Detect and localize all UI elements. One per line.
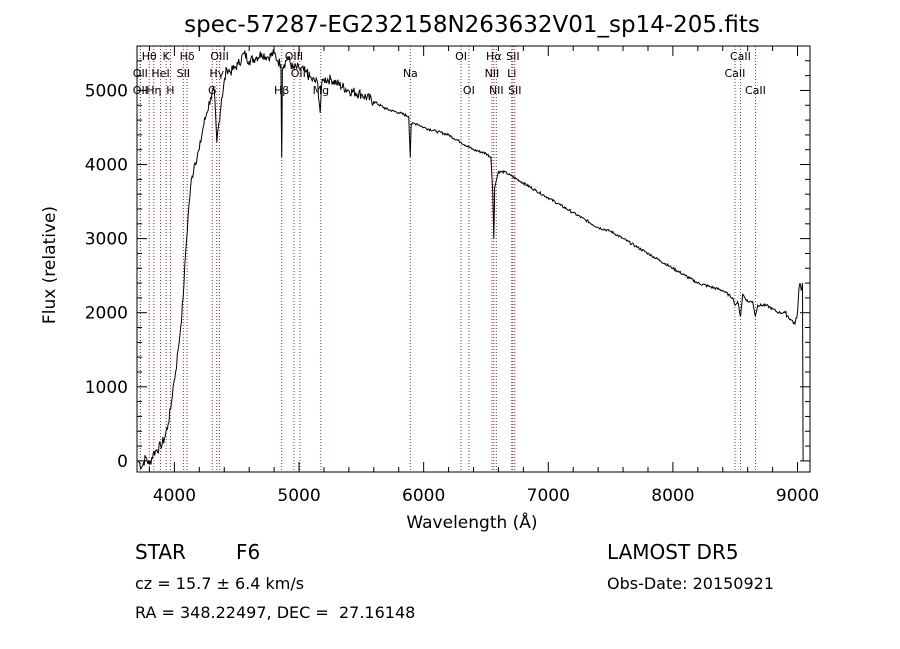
spectral-line-label: H [166, 84, 174, 97]
spectral-line-label: CaII [745, 84, 766, 97]
spectral-line-label: Hγ [209, 67, 224, 80]
x-axis-ticks: 4000 5000 6000 7000 8000 9000 [148, 46, 819, 506]
spectral-line-label: Hη [146, 84, 161, 97]
spectral-line-label: OIII [291, 67, 309, 80]
survey-name: LAMOST DR5 [607, 540, 739, 564]
y-axis-label: Flux (relative) [40, 206, 60, 324]
spectral-line-label: NII [489, 84, 504, 97]
object-class: STAR [135, 540, 186, 564]
y-axis-ticks: 0 1000 2000 3000 4000 5000 [85, 60, 810, 472]
x-tick-label: 6000 [402, 486, 445, 506]
y-tick-label: 2000 [85, 304, 128, 324]
spectral-line-label: SII [508, 84, 521, 97]
spectrum-series-line [137, 49, 804, 469]
spectral-line-label: OIII [210, 50, 228, 63]
y-tick-label: 5000 [85, 81, 128, 101]
spectral-line-label: Hδ [180, 50, 195, 63]
y-tick-label: 0 [117, 452, 128, 472]
spectral-lines-layer [139, 46, 756, 472]
spectral-line-label: CaII [725, 67, 746, 80]
x-tick-label: 8000 [651, 486, 694, 506]
spectral-line-label: K [163, 50, 171, 63]
x-tick-label: 7000 [527, 486, 570, 506]
coordinates: RA = 348.22497, DEC = 27.16148 [135, 603, 416, 622]
y-tick-label: 1000 [85, 378, 128, 398]
subclass: F6 [236, 540, 261, 564]
spectral-line-label: OI [455, 50, 467, 63]
spectral-line-label: Hθ [142, 50, 157, 63]
y-tick-label: 3000 [85, 230, 128, 250]
spectral-line-label: OII [133, 67, 148, 80]
x-tick-label: 5000 [277, 486, 320, 506]
spectral-line-label: CaII [730, 50, 751, 63]
chart-title: spec-57287-EG232158N263632V01_sp14-205.f… [184, 12, 760, 38]
x-tick-label: 9000 [776, 486, 819, 506]
observation-date: Obs-Date: 20150921 [607, 574, 775, 593]
y-tick-label: 4000 [85, 156, 128, 176]
spectral-line-label: Hα [486, 50, 502, 63]
spectral-line-label: Li [507, 67, 516, 80]
spectral-line-label: Na [403, 67, 418, 80]
spectral-line-label: NII [485, 67, 500, 80]
spectral-line-label: SII [177, 67, 190, 80]
spectral-line-label: Hβ [274, 84, 289, 97]
spectral-line-label: OI [463, 84, 475, 97]
spectral-line-label: SII [506, 50, 519, 63]
x-axis-label: Wavelength (Å) [406, 511, 537, 533]
x-tick-label: 4000 [153, 486, 196, 506]
plot-frame [136, 45, 811, 473]
redshift-info: cz = 15.7 ± 6.4 km/s [135, 574, 305, 593]
spectral-line-label: HeI [151, 67, 169, 80]
